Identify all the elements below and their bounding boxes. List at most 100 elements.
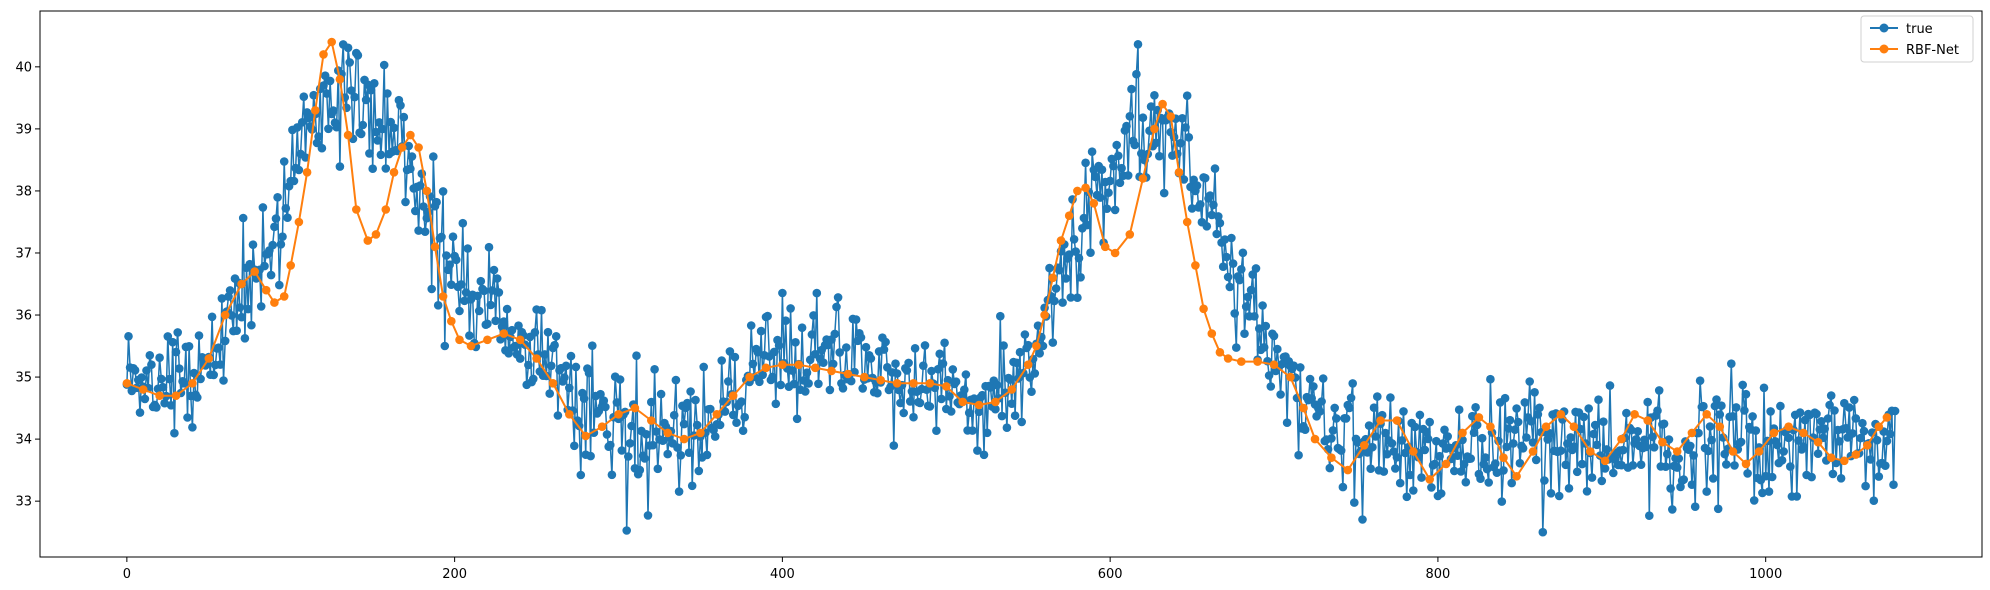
true-point <box>245 259 255 269</box>
true-point <box>1409 486 1418 495</box>
true-point <box>1872 435 1882 445</box>
true-point <box>679 419 689 429</box>
true-point <box>1881 461 1890 471</box>
true-point <box>1687 480 1697 490</box>
true-point <box>1636 460 1646 470</box>
true-point <box>1712 395 1721 404</box>
true-point <box>1512 404 1521 413</box>
rbf-net-point <box>1237 357 1246 366</box>
true-point <box>455 306 464 316</box>
true-point <box>1202 222 1212 231</box>
true-point <box>1045 263 1054 273</box>
true-point <box>1181 123 1190 132</box>
true-point <box>365 149 374 158</box>
true-point <box>920 341 930 350</box>
true-point <box>791 338 800 347</box>
true-point <box>483 319 492 329</box>
rbf-net-point <box>286 261 296 270</box>
legend: true RBF-Net <box>1860 15 1974 63</box>
true-point <box>748 359 758 369</box>
true-point <box>1705 422 1715 431</box>
true-point <box>175 364 184 373</box>
true-point <box>1436 489 1446 498</box>
true-point <box>1759 383 1769 393</box>
true-point <box>1584 404 1593 413</box>
true-point <box>494 288 504 297</box>
true-point <box>1454 405 1464 415</box>
rbf-net-point <box>1458 428 1467 438</box>
true-point <box>717 356 726 365</box>
true-point <box>612 398 622 407</box>
true-point <box>361 95 371 105</box>
rbf-net-point <box>171 391 181 401</box>
true-point <box>1858 418 1867 428</box>
rbf-net-point <box>422 186 432 196</box>
true-point <box>1096 193 1105 202</box>
true-point <box>886 382 895 392</box>
true-point <box>1546 489 1556 498</box>
true-point <box>1786 462 1795 471</box>
true-point <box>1640 435 1649 445</box>
true-point <box>781 316 790 326</box>
rbf-net-point <box>1223 354 1233 363</box>
true-point <box>420 227 430 236</box>
true-point <box>937 394 946 404</box>
true-point <box>1210 164 1220 173</box>
true-point <box>1841 423 1851 433</box>
rbf-net-point <box>1199 304 1208 314</box>
true-point <box>1492 468 1502 478</box>
true-point <box>1276 390 1285 399</box>
rbf-net-point <box>892 379 902 388</box>
true-point <box>960 385 969 395</box>
true-point <box>1845 403 1854 412</box>
true-point <box>738 426 748 436</box>
rbf-net-point <box>1327 453 1336 463</box>
true-point <box>1205 191 1215 200</box>
true-point <box>802 368 812 378</box>
rbf-net-point <box>1392 416 1402 425</box>
true-point <box>168 337 177 347</box>
rbf-net-point <box>1769 428 1779 438</box>
true-point <box>1502 442 1511 452</box>
true-point <box>406 164 415 174</box>
true-point <box>565 383 574 393</box>
true-point <box>1497 497 1507 506</box>
plot-area-frame <box>39 10 1983 558</box>
true-point <box>1082 220 1092 230</box>
true-point <box>1192 181 1202 190</box>
true-point <box>448 232 458 241</box>
true-point <box>674 487 684 496</box>
rbf-net-point <box>237 279 246 289</box>
true-point <box>1069 235 1079 244</box>
true-point <box>1402 492 1412 502</box>
legend-true-label: true <box>1906 22 1933 37</box>
true-point <box>145 351 155 360</box>
true-point <box>319 81 328 90</box>
true-point <box>1659 419 1669 429</box>
rbf-net-point <box>1048 273 1058 283</box>
true-point <box>1594 395 1603 405</box>
true-point <box>1538 527 1548 537</box>
true-point <box>484 242 494 252</box>
true-point <box>889 441 899 450</box>
true-point <box>1264 371 1274 380</box>
true-point <box>1749 496 1759 505</box>
true-point <box>838 384 848 393</box>
true-point <box>1664 435 1674 444</box>
true-point <box>1114 151 1123 161</box>
rbf-net-point <box>1299 403 1308 413</box>
true-point <box>1266 382 1276 391</box>
true-point <box>1392 453 1402 462</box>
true-point <box>1628 461 1638 470</box>
true-point <box>147 360 156 370</box>
true-point <box>1694 428 1703 438</box>
true-point <box>758 370 767 380</box>
x-axis: 0 200 400 600 800 1000 <box>123 557 1782 582</box>
true-point <box>1435 451 1444 461</box>
true-point <box>1504 424 1513 433</box>
true-point <box>1243 292 1253 302</box>
true-point <box>1112 140 1121 150</box>
true-point <box>1645 511 1654 520</box>
true-point <box>1123 171 1133 180</box>
x-tick-label: 600 <box>1098 567 1123 582</box>
